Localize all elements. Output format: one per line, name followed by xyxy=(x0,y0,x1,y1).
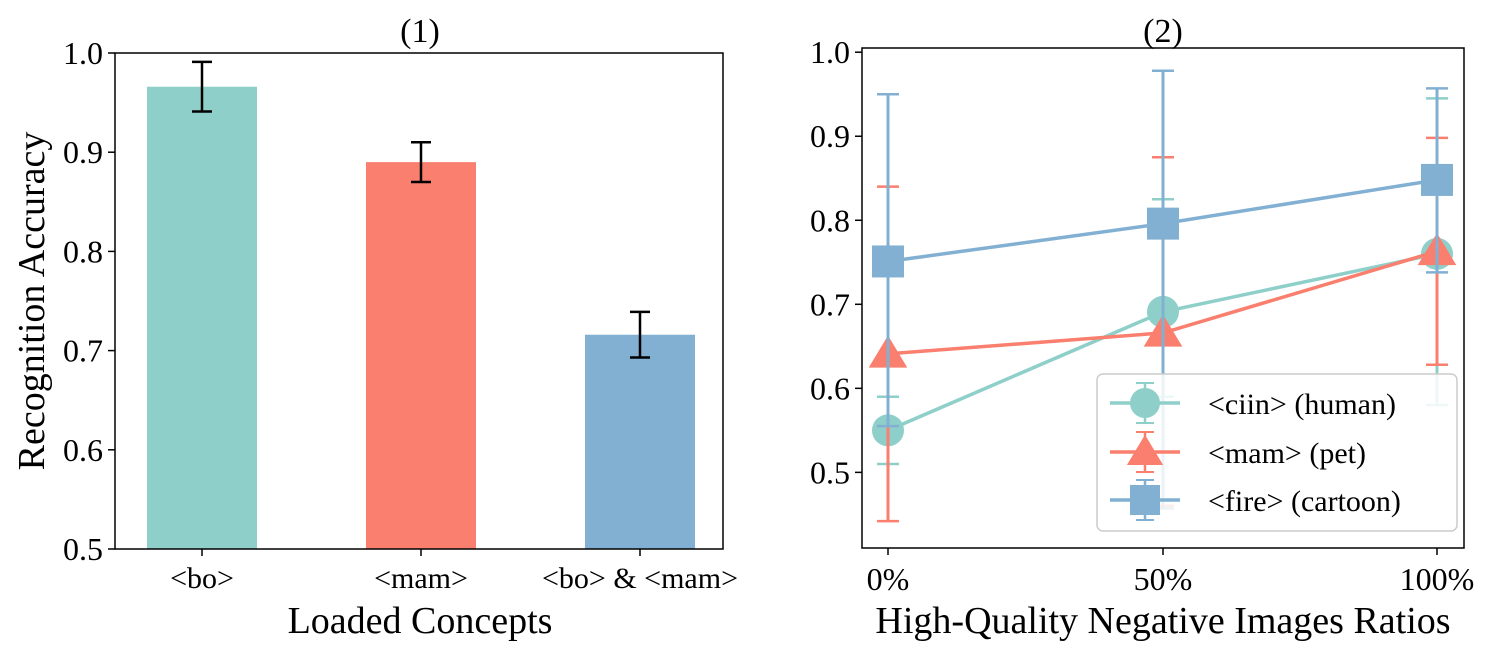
marker-square xyxy=(1130,485,1160,515)
panel-1-error-bars xyxy=(192,60,650,359)
legend-entry: <fire> (cartoon) xyxy=(1110,479,1401,521)
panel-1-title: (1) xyxy=(400,13,440,50)
panel-2-title: (2) xyxy=(1143,13,1183,50)
y-tick-label: 0.5 xyxy=(810,454,850,490)
y-tick-label: 1.0 xyxy=(63,35,103,71)
panel-2: (2) 0.5 0.6 0.7 0.8 0.9 1.0 0% 50% 100% High-Qu… xyxy=(810,13,1474,642)
legend-label: <mam> (pet) xyxy=(1208,437,1366,470)
x-tick-label: <bo> xyxy=(170,562,234,595)
x-tick-label: 50% xyxy=(1134,561,1193,597)
panel-2-x-axis-label: High-Quality Negative Images Ratios xyxy=(875,600,1450,642)
x-tick-label: 0% xyxy=(867,561,910,597)
panel-1-x-axis-label: Loaded Concepts xyxy=(288,600,553,642)
marker-square xyxy=(1147,207,1179,240)
y-tick-label: 0.7 xyxy=(810,286,850,322)
legend-box xyxy=(1096,373,1458,532)
marker-square xyxy=(1421,163,1453,196)
legend-entry: <mam> (pet) xyxy=(1110,431,1366,473)
bar xyxy=(147,86,257,549)
y-tick-label: 0.9 xyxy=(63,134,103,170)
marker-triangle xyxy=(1126,434,1164,465)
y-tick-label: 1.0 xyxy=(810,34,850,70)
panel-1-x-ticks: <bo> <mam> <bo> & <mam> xyxy=(170,549,738,595)
bar xyxy=(366,162,476,549)
y-tick-label: 0.6 xyxy=(63,432,103,468)
panel-1: (1) 0.5 0.6 0.7 0.8 0.9 1.0 <bo> <mam> <bo> & <… xyxy=(11,13,738,642)
panel-2-y-ticks: 0.5 0.6 0.7 0.8 0.9 1.0 xyxy=(810,34,862,490)
panel-1-bars xyxy=(147,86,695,549)
y-tick-label: 0.8 xyxy=(810,202,850,238)
y-tick-label: 0.9 xyxy=(810,118,850,154)
legend-label: <ciin> (human) xyxy=(1208,388,1396,421)
y-tick-label: 0.6 xyxy=(810,370,850,406)
y-tick-label: 0.8 xyxy=(63,233,103,269)
panel-1-y-axis-label: Recognition Accuracy xyxy=(11,132,53,471)
legend-entry: <ciin> (human) xyxy=(1110,382,1396,424)
panel-2-x-ticks: 0% 50% 100% xyxy=(867,548,1475,597)
bar xyxy=(585,334,695,549)
legend-label: <fire> (cartoon) xyxy=(1208,485,1401,518)
panel-1-y-ticks: 0.5 0.6 0.7 0.8 0.9 1.0 xyxy=(63,35,115,567)
marker-square xyxy=(872,245,904,278)
y-tick-label: 0.7 xyxy=(63,333,103,369)
x-tick-label: 100% xyxy=(1400,561,1475,597)
panel-2-legend: <ciin> (human) <mam> (pet) <fire> (cartoon… xyxy=(1096,373,1458,532)
y-tick-label: 0.5 xyxy=(63,531,103,567)
panel-1-plot-frame xyxy=(114,52,724,550)
x-tick-label: <mam> xyxy=(374,562,468,595)
marker-circle xyxy=(1130,388,1160,418)
x-tick-label: <bo> & <mam> xyxy=(542,562,738,595)
